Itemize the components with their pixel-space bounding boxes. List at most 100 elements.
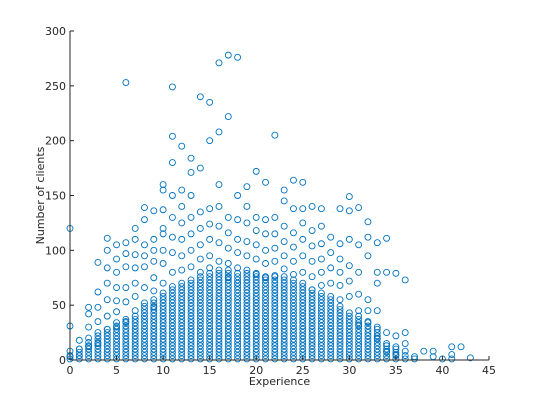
data-point	[215, 315, 223, 323]
data-point	[448, 355, 456, 363]
data-point	[290, 257, 297, 265]
data-point	[280, 299, 288, 307]
data-point	[373, 307, 381, 315]
data-point	[280, 302, 288, 310]
data-point	[103, 335, 111, 343]
data-point	[159, 332, 167, 340]
data-point	[187, 169, 195, 176]
data-point	[187, 312, 195, 320]
data-point	[290, 315, 297, 323]
x-tick-label: 40	[435, 364, 449, 377]
data-point	[215, 345, 223, 353]
data-point	[243, 348, 251, 356]
data-point	[122, 322, 130, 330]
data-point	[234, 322, 242, 330]
data-point	[271, 325, 279, 333]
data-point	[317, 339, 325, 346]
data-point	[234, 235, 242, 243]
data-point	[280, 238, 288, 246]
data-point	[187, 302, 195, 310]
data-point	[252, 279, 260, 287]
data-point	[187, 319, 195, 327]
data-point	[252, 345, 260, 353]
data-point	[271, 272, 279, 280]
data-point	[252, 339, 260, 346]
data-point	[317, 345, 325, 353]
data-point	[141, 355, 148, 363]
data-point	[271, 289, 279, 297]
data-point	[280, 296, 288, 304]
data-point	[141, 352, 148, 360]
data-point	[327, 315, 335, 323]
data-point	[364, 322, 372, 330]
y-tick-label: 100	[45, 244, 66, 257]
data-point	[113, 308, 121, 316]
data-point	[159, 342, 167, 350]
data-point	[308, 286, 316, 294]
data-point	[280, 276, 288, 284]
data-point	[215, 269, 223, 277]
data-point	[345, 262, 353, 270]
data-point	[290, 355, 297, 363]
data-point	[355, 339, 363, 346]
data-point	[299, 348, 307, 356]
data-point	[355, 329, 363, 337]
data-point	[373, 355, 381, 363]
data-point	[103, 246, 111, 254]
data-point	[103, 352, 111, 360]
data-point	[187, 283, 195, 290]
data-point	[243, 279, 251, 287]
data-point	[215, 257, 223, 265]
data-point	[103, 355, 111, 363]
data-point	[168, 325, 176, 333]
data-point	[178, 355, 186, 363]
data-point	[262, 296, 269, 304]
data-point	[168, 299, 176, 307]
data-point	[336, 205, 344, 213]
data-point	[75, 345, 83, 353]
data-point	[122, 298, 130, 306]
data-point	[327, 329, 335, 337]
data-point	[308, 299, 316, 307]
data-point	[299, 235, 307, 243]
data-point	[94, 258, 102, 266]
data-point	[215, 306, 223, 314]
data-point	[122, 335, 130, 343]
data-point	[131, 329, 139, 337]
data-point	[317, 281, 325, 289]
data-point	[243, 219, 251, 227]
data-point	[308, 348, 316, 356]
data-point	[196, 224, 204, 232]
data-point	[280, 309, 288, 317]
data-point	[327, 332, 335, 340]
y-tick-label: 200	[45, 135, 66, 148]
data-point	[364, 348, 372, 356]
data-point	[262, 279, 269, 287]
data-point	[243, 269, 251, 277]
data-point	[224, 229, 232, 237]
data-point	[206, 289, 214, 297]
data-point	[243, 345, 251, 353]
data-point	[141, 329, 148, 337]
data-point	[355, 290, 363, 298]
data-point	[243, 289, 251, 297]
data-point	[113, 332, 121, 340]
data-point	[243, 319, 251, 327]
data-point	[290, 229, 297, 237]
data-point	[196, 345, 204, 353]
data-point	[290, 243, 297, 251]
data-point	[85, 334, 93, 342]
data-point	[327, 302, 335, 310]
data-point	[317, 299, 325, 307]
data-point	[75, 355, 83, 363]
data-point	[150, 335, 158, 343]
data-point	[290, 329, 297, 337]
data-point	[271, 286, 279, 294]
data-point	[196, 306, 204, 314]
data-point	[355, 204, 363, 212]
data-point	[150, 315, 158, 323]
data-point	[168, 213, 176, 221]
data-point	[103, 329, 111, 337]
data-point	[224, 274, 232, 282]
data-point	[159, 335, 167, 343]
